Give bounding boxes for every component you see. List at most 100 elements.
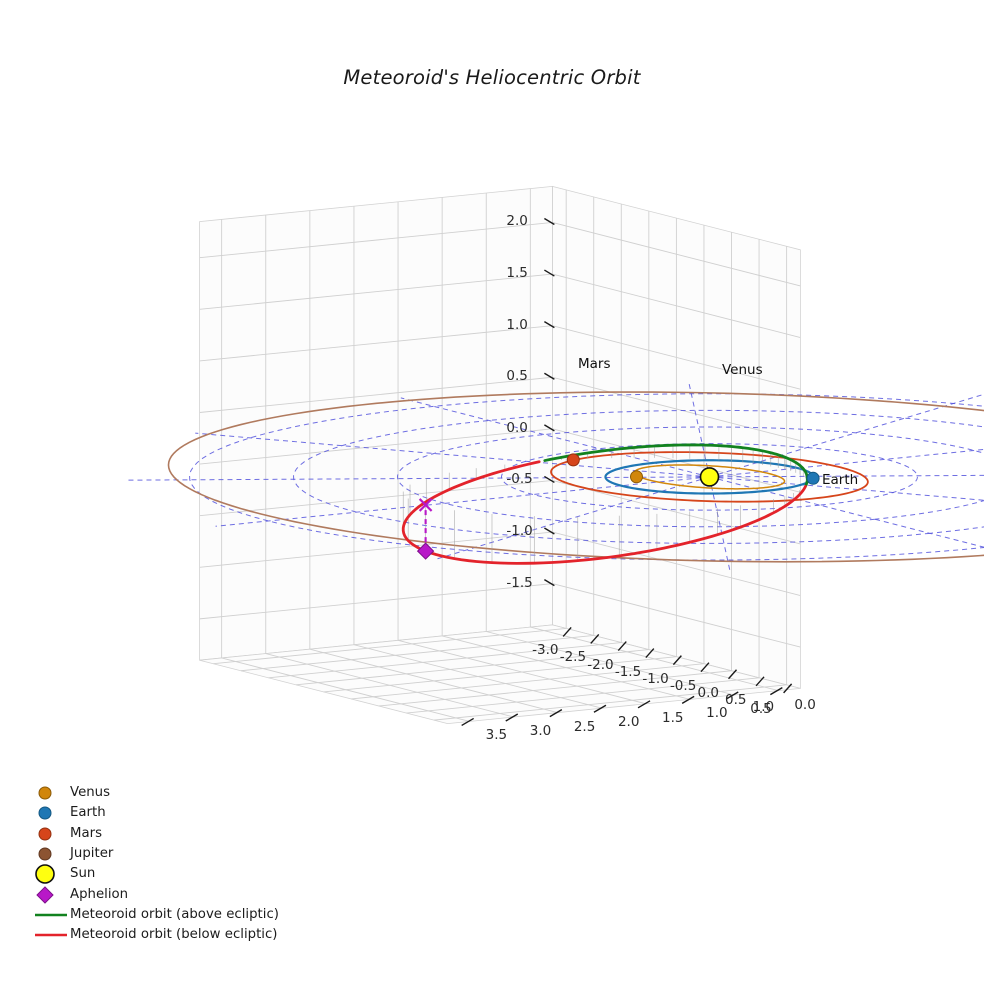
gridline-x <box>378 670 732 707</box>
tick-z <box>544 269 555 277</box>
sun-dot-icon <box>34 864 70 885</box>
polar-ring <box>293 409 984 544</box>
aphelion-projection-marker <box>418 498 433 512</box>
tick-y <box>549 709 563 718</box>
legend-label: Earth <box>70 805 106 821</box>
gridline-x <box>433 684 787 721</box>
x-tick-label: 0.5 <box>725 691 747 708</box>
tick-x <box>727 669 738 680</box>
body-label-mars: Mars <box>578 356 611 372</box>
tick-z <box>544 424 555 432</box>
tick-y <box>593 704 607 713</box>
marker-venus <box>630 470 643 484</box>
tick-z <box>544 527 555 535</box>
tick-y <box>505 713 519 722</box>
marker-earth <box>806 471 820 485</box>
tick-x <box>700 662 710 673</box>
polar-spoke <box>709 476 984 548</box>
gridline-x <box>323 656 677 693</box>
polar-spoke <box>435 476 710 560</box>
legend-label: Aphelion <box>70 886 129 902</box>
legend-item-jupiter[interactable]: Jupiter <box>34 844 296 864</box>
tick-x <box>645 648 655 659</box>
legend-label: Sun <box>70 866 96 882</box>
gridline-y <box>353 644 603 709</box>
z-tick-label: -1.5 <box>506 574 533 591</box>
gridline-y <box>442 635 691 700</box>
x-tick-label: 0.0 <box>697 684 719 701</box>
polar-spoke <box>400 397 710 478</box>
legend-label: Mars <box>70 825 103 841</box>
gridline-z <box>552 222 801 287</box>
gridline-z <box>552 376 801 442</box>
mars-dot-icon <box>34 824 70 844</box>
venus-dot-icon <box>34 783 70 803</box>
gridline-x <box>268 642 622 679</box>
z-tick-label: 0.0 <box>506 419 528 436</box>
tick-x <box>672 655 682 666</box>
gridline-z <box>199 222 553 259</box>
gridline-z <box>199 376 553 413</box>
gridline-z <box>552 273 801 338</box>
y-tick-label: 3.5 <box>485 727 508 744</box>
gridline-z <box>199 479 553 517</box>
earth-dot-icon <box>34 803 70 823</box>
tick-z <box>544 372 555 380</box>
marker-sun <box>699 467 720 487</box>
legend-item-meteoroid[interactable]: Meteoroid orbit (above ecliptic) <box>34 905 296 925</box>
z-tick-label: 2.0 <box>506 213 528 230</box>
gridline-z <box>552 479 801 545</box>
body-label-earth: Earth <box>822 472 859 488</box>
chart-title: Meteoroid's Heliocentric Orbit <box>343 66 641 89</box>
y-tick-label: 1.0 <box>706 705 728 722</box>
legend-label: Meteoroid orbit (above ecliptic) <box>70 906 279 922</box>
x-tick-label: -2.5 <box>559 649 587 666</box>
legend-item-sun[interactable]: Sun <box>34 864 296 885</box>
jupiter-dot-icon <box>34 844 70 864</box>
gridline-z <box>199 273 553 310</box>
gridline-z <box>199 583 553 620</box>
aphelion-diamond-icon <box>34 885 70 905</box>
tick-y <box>725 691 739 700</box>
y-tick-label: 2.0 <box>617 714 640 731</box>
aphelion-marker <box>416 542 435 560</box>
gridline-z <box>552 531 801 596</box>
gridline-z <box>552 325 801 390</box>
x-tick-label: 1.0 <box>752 698 775 715</box>
axis-tick-marks <box>461 217 793 727</box>
gridline-y <box>486 631 735 696</box>
legend-item-mars[interactable]: Mars <box>34 824 296 844</box>
gridline-y <box>309 648 558 714</box>
gridline-y <box>397 639 647 705</box>
polar-spoke <box>709 394 984 478</box>
tick-x <box>617 641 627 651</box>
pane-gridlines <box>199 188 801 722</box>
polar-spoke <box>688 383 710 478</box>
gridline-x <box>213 627 567 665</box>
legend-item-meteoroid[interactable]: Meteoroid orbit (below ecliptic) <box>34 925 296 945</box>
orbit-jupiter <box>167 391 984 563</box>
legend-item-aphelion[interactable]: Aphelion <box>34 884 296 904</box>
legend-label: Meteoroid orbit (below ecliptic) <box>70 927 278 943</box>
x-tick-label: -3.0 <box>532 642 559 659</box>
legend-item-venus[interactable]: Venus <box>34 783 296 803</box>
z-tick-label: -0.5 <box>506 471 533 488</box>
gridline-y <box>221 657 470 722</box>
gridline-z <box>552 583 801 648</box>
legend-item-earth[interactable]: Earth <box>34 803 296 823</box>
tick-x <box>562 626 572 637</box>
tick-y <box>637 700 651 709</box>
tick-y <box>769 686 783 696</box>
z-tick-label: 1.0 <box>506 316 528 333</box>
orbit-mars <box>550 451 869 503</box>
polar-spoke <box>708 476 731 571</box>
z-tick-label: 1.5 <box>506 265 528 282</box>
legend-label: Jupiter <box>70 846 114 862</box>
body-markers <box>416 453 820 560</box>
x-tick-label: -1.0 <box>642 670 669 687</box>
red-line-icon <box>34 925 70 945</box>
polar-spoke <box>127 476 710 481</box>
tick-y <box>461 717 475 727</box>
